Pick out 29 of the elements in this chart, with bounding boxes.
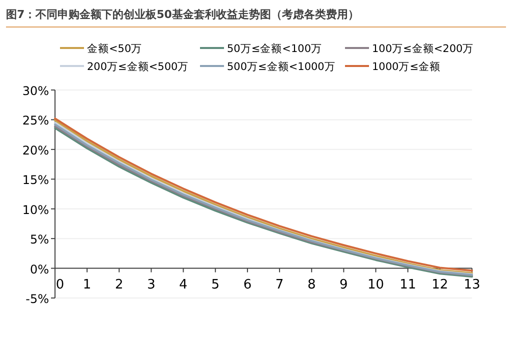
chart-title: 图7：不同申购金额下的创业板50基金套利收益走势图（考虑各类费用） bbox=[6, 8, 359, 21]
legend-label: 金额<50万 bbox=[87, 42, 142, 55]
y-tick-label: 30% bbox=[22, 84, 49, 98]
legend-label: 500万≤金额<1000万 bbox=[227, 60, 336, 73]
legend-label: 50万≤金额<100万 bbox=[227, 42, 322, 55]
x-tick-label: 4 bbox=[179, 277, 188, 292]
x-tick-label: 1 bbox=[82, 277, 92, 292]
y-tick-label: -5% bbox=[26, 292, 49, 306]
legend-label: 1000万≤金额 bbox=[372, 60, 441, 73]
x-tick-label: 6 bbox=[243, 277, 252, 292]
x-tick-label: 9 bbox=[340, 277, 348, 292]
x-tick-label: 0 bbox=[56, 277, 64, 292]
x-tick-label: 13 bbox=[464, 277, 480, 292]
x-tick-label: 3 bbox=[147, 277, 156, 292]
x-tick-label: 7 bbox=[275, 277, 284, 292]
x-tick-label: 8 bbox=[307, 277, 316, 292]
x-tick-label: 10 bbox=[367, 277, 384, 292]
y-tick-label: 5% bbox=[30, 232, 49, 247]
y-tick-label: 10% bbox=[22, 202, 49, 217]
x-tick-label: 12 bbox=[432, 277, 448, 292]
y-tick-label: 15% bbox=[22, 173, 49, 188]
legend-label: 100万≤金额<200万 bbox=[372, 42, 474, 55]
y-tick-label: 25% bbox=[22, 114, 49, 128]
y-tick-label: 0% bbox=[30, 262, 49, 276]
x-tick-label: 11 bbox=[400, 277, 416, 292]
x-tick-label: 2 bbox=[115, 277, 124, 292]
y-tick-label: 20% bbox=[22, 143, 49, 158]
legend-label: 200万≤金额<500万 bbox=[87, 60, 189, 73]
x-tick-label: 5 bbox=[211, 277, 220, 292]
